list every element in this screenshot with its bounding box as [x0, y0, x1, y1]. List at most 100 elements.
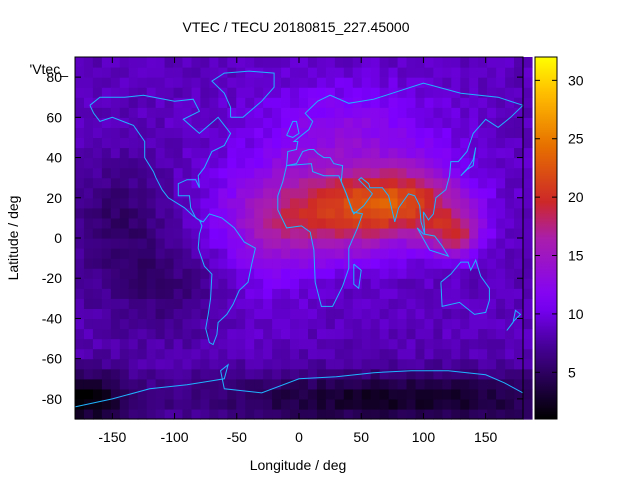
heatmap-cell	[101, 137, 112, 149]
heatmap-cell	[128, 127, 139, 139]
heatmap-cell	[92, 57, 103, 68]
heatmap-cell	[451, 408, 461, 420]
heatmap-cell	[110, 187, 121, 199]
heatmap-cell	[92, 378, 103, 390]
heatmap-cell	[110, 268, 121, 279]
heatmap-cell	[424, 388, 434, 400]
heatmap-cell	[164, 408, 175, 420]
heatmap-cell	[236, 318, 246, 330]
heatmap-cell	[146, 77, 157, 88]
heatmap-cell	[451, 318, 461, 330]
heatmap-cell	[137, 318, 148, 330]
heatmap-cell	[487, 368, 497, 380]
heatmap-cell	[236, 328, 246, 340]
heatmap-cell	[119, 318, 130, 330]
heatmap-cell	[478, 207, 488, 219]
heatmap-cell	[75, 298, 85, 309]
heatmap-cell	[334, 107, 345, 118]
heatmap-cell	[388, 157, 399, 169]
heatmap-cell	[352, 147, 363, 159]
heatmap-cell	[299, 107, 309, 118]
heatmap-cell	[388, 117, 399, 128]
heatmap-cell	[245, 217, 255, 229]
heatmap-cell	[433, 278, 443, 289]
heatmap-cell	[451, 167, 461, 179]
heatmap-cell	[343, 358, 354, 370]
heatmap-cell	[406, 258, 417, 269]
heatmap-cell	[101, 408, 112, 420]
heatmap-cell	[442, 288, 452, 299]
heatmap-cell	[433, 388, 443, 400]
heatmap-cell	[155, 57, 166, 68]
heatmap-cell	[379, 298, 390, 309]
heatmap-cell	[200, 97, 210, 108]
heatmap-cell	[83, 388, 94, 400]
heatmap-cell	[227, 107, 237, 118]
heatmap-cell	[200, 238, 210, 249]
heatmap-cell	[487, 97, 497, 108]
heatmap-cell	[487, 308, 497, 320]
heatmap-cell	[182, 398, 193, 410]
heatmap-cell	[191, 348, 202, 360]
heatmap-cell	[370, 197, 381, 209]
heatmap-cell	[316, 258, 327, 269]
heatmap-cell	[299, 298, 309, 309]
heatmap-cell	[290, 278, 300, 289]
heatmap-cell	[236, 388, 246, 400]
heatmap-cell	[83, 268, 94, 279]
heatmap-cell	[236, 157, 246, 169]
heatmap-cell	[478, 398, 488, 410]
heatmap-cell	[352, 187, 363, 199]
heatmap-cell	[146, 368, 157, 380]
x-axis-ticks: -150 -100 -50 0 50 100 150	[98, 57, 498, 445]
heatmap-cell	[83, 207, 94, 219]
heatmap-cell	[469, 67, 479, 78]
heatmap-cell	[209, 318, 219, 330]
heatmap-cell	[388, 197, 399, 209]
y-axis-label: Latitude / deg	[5, 196, 21, 281]
heatmap-cell	[290, 87, 300, 98]
heatmap-cell	[254, 107, 264, 118]
heatmap-cell	[361, 197, 372, 209]
heatmap-cell	[397, 408, 408, 420]
heatmap-cell	[281, 187, 291, 199]
heatmap-cell	[343, 187, 354, 199]
heatmap-cell	[415, 107, 426, 118]
heatmap-cell	[487, 268, 497, 279]
heatmap-cell	[424, 97, 434, 108]
heatmap-cell	[191, 227, 202, 239]
x-tick-label: -100	[161, 429, 189, 445]
heatmap-cell	[370, 217, 381, 229]
heatmap-cell	[505, 207, 515, 219]
heatmap-cell	[164, 358, 175, 370]
heatmap-cell	[325, 268, 336, 279]
heatmap-cell	[388, 298, 399, 309]
heatmap-cell	[173, 157, 184, 169]
heatmap-cell	[75, 87, 85, 98]
heatmap-cell	[487, 57, 497, 68]
heatmap-cell	[272, 227, 282, 239]
heatmap-cell	[307, 187, 318, 199]
heatmap-cell	[299, 378, 309, 390]
heatmap-cell	[352, 157, 363, 169]
heatmap-cell	[218, 248, 228, 259]
heatmap-cell	[137, 278, 148, 289]
heatmap-cell	[92, 117, 103, 128]
heatmap-cell	[460, 137, 470, 149]
heatmap-cell	[128, 97, 139, 108]
heatmap-cell	[119, 268, 130, 279]
heatmap-cell	[352, 77, 363, 88]
heatmap-cell	[155, 167, 166, 179]
heatmap-cell	[352, 308, 363, 320]
heatmap-cell	[209, 358, 219, 370]
heatmap-cell	[281, 358, 291, 370]
heatmap-cell	[83, 87, 94, 98]
heatmap-cell	[101, 87, 112, 98]
heatmap-cell	[299, 177, 309, 189]
heatmap-cell	[514, 298, 524, 309]
series-label: 'Vtec_	[30, 61, 69, 77]
heatmap-cell	[361, 127, 372, 139]
heatmap-cell	[316, 268, 327, 279]
heatmap-cell	[281, 207, 291, 219]
